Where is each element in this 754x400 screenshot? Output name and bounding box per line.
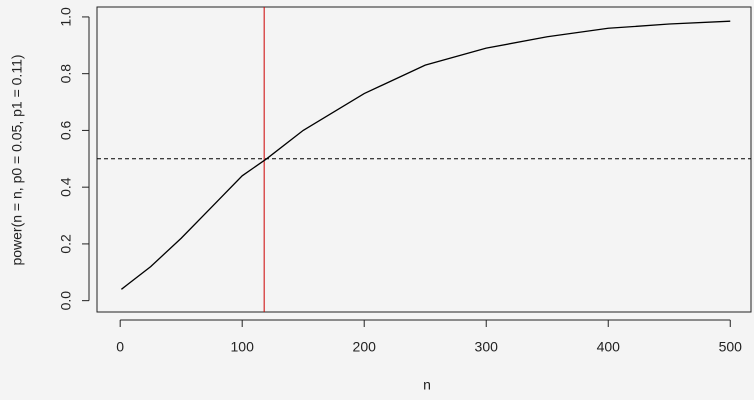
y-tick-label: 0.0 (58, 291, 74, 311)
y-tick-label: 0.2 (58, 234, 74, 254)
x-tick-label: 500 (719, 339, 743, 355)
y-tick-label: 0.6 (58, 120, 74, 140)
x-tick-label: 200 (353, 339, 377, 355)
x-tick-label: 400 (597, 339, 621, 355)
x-tick-label: 100 (231, 339, 255, 355)
x-tick-label: 300 (475, 339, 499, 355)
y-tick-label: 1.0 (58, 7, 74, 27)
y-axis-label: power(n = n, p0 = 0.05, p1 = 0.11) (9, 54, 25, 265)
y-tick-label: 0.4 (58, 177, 74, 197)
x-tick-label: 0 (116, 339, 124, 355)
background (0, 0, 754, 400)
chart: n power(n = n, p0 = 0.05, p1 = 0.11) 0 10… (0, 0, 754, 400)
x-axis-label: n (423, 377, 431, 393)
y-tick-label: 0.8 (58, 64, 74, 84)
